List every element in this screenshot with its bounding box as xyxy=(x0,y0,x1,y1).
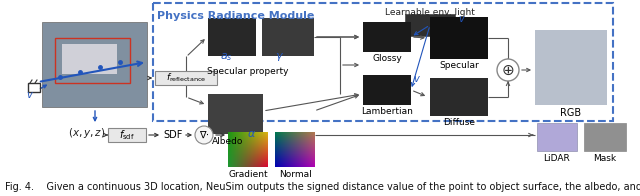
Text: Gradient: Gradient xyxy=(228,170,268,179)
Text: Specular: Specular xyxy=(439,61,479,70)
Text: $\alpha$: $\alpha$ xyxy=(248,129,257,139)
Bar xyxy=(535,30,607,105)
Text: Glossy: Glossy xyxy=(372,54,402,63)
Bar xyxy=(108,128,146,142)
Bar xyxy=(208,94,263,134)
Bar xyxy=(28,83,40,92)
Bar xyxy=(430,17,488,59)
Text: Mask: Mask xyxy=(593,154,616,163)
Text: $(x, y, z)$: $(x, y, z)$ xyxy=(68,126,106,140)
Text: $v$: $v$ xyxy=(413,74,421,84)
Text: LiDAR: LiDAR xyxy=(543,154,570,163)
Text: RGB: RGB xyxy=(561,108,582,118)
Text: $a_s$: $a_s$ xyxy=(220,51,232,63)
Bar xyxy=(584,123,626,151)
Bar xyxy=(55,38,130,83)
Text: Lambertian: Lambertian xyxy=(361,107,413,116)
Text: $\oplus$: $\oplus$ xyxy=(501,63,515,77)
Bar xyxy=(405,14,455,36)
Bar xyxy=(430,78,488,116)
Bar xyxy=(153,3,613,121)
Bar xyxy=(62,44,117,74)
Text: Albedo: Albedo xyxy=(212,137,244,146)
Text: $f_\mathrm{reflectance}$: $f_\mathrm{reflectance}$ xyxy=(166,72,206,84)
Bar xyxy=(363,22,411,52)
Text: Fig. 4.    Given a continuous 3D location, NeuSim outputs the signed distance va: Fig. 4. Given a continuous 3D location, … xyxy=(5,182,640,192)
Text: $v$: $v$ xyxy=(458,14,466,24)
Bar xyxy=(208,18,256,56)
Text: $\gamma$: $\gamma$ xyxy=(275,51,285,63)
Circle shape xyxy=(497,59,519,81)
Bar xyxy=(155,71,217,85)
Text: $\nabla\!\cdot$: $\nabla\!\cdot$ xyxy=(198,130,209,140)
Text: Specular property: Specular property xyxy=(207,67,289,76)
Text: $f_\mathrm{sdf}$: $f_\mathrm{sdf}$ xyxy=(119,128,135,142)
Bar xyxy=(262,18,314,56)
Text: Learnable env. light: Learnable env. light xyxy=(385,8,475,17)
Text: Normal: Normal xyxy=(278,170,312,179)
Text: SDF: SDF xyxy=(163,130,182,140)
Text: Diffuse: Diffuse xyxy=(443,118,475,127)
Bar xyxy=(42,22,147,107)
Text: $v$: $v$ xyxy=(26,90,34,100)
Bar xyxy=(363,75,411,105)
Text: Physics Radiance Module: Physics Radiance Module xyxy=(157,11,314,21)
Circle shape xyxy=(195,126,213,144)
Bar xyxy=(537,123,577,151)
